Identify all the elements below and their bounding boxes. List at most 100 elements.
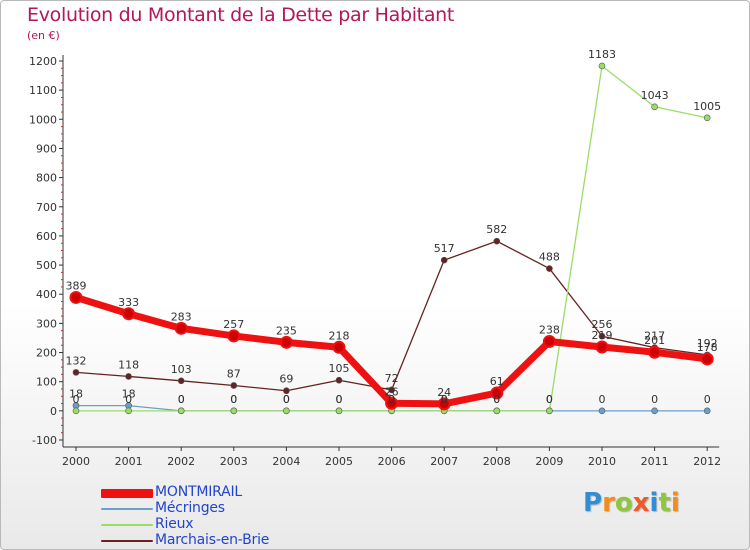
data-point xyxy=(174,321,188,335)
legend-swatch xyxy=(101,489,153,498)
data-point xyxy=(335,407,343,415)
data-point xyxy=(72,369,80,376)
data-label: 118 xyxy=(118,358,139,371)
data-point xyxy=(598,62,606,70)
data-label: 0 xyxy=(493,393,500,406)
data-label: 0 xyxy=(599,393,606,406)
data-label: 219 xyxy=(592,329,613,342)
x-tick-label: 2011 xyxy=(641,455,669,468)
data-label: 0 xyxy=(336,393,343,406)
data-point xyxy=(595,340,609,354)
logo-letter: i xyxy=(670,488,680,518)
data-point xyxy=(227,329,241,343)
data-point xyxy=(493,407,501,415)
data-point xyxy=(490,386,504,400)
y-tick-label: -100 xyxy=(32,434,57,447)
data-point xyxy=(335,376,343,384)
legend-swatch xyxy=(101,540,153,542)
data-label: 256 xyxy=(592,318,613,331)
data-point xyxy=(388,386,395,394)
data-point xyxy=(230,407,238,415)
data-label: 1043 xyxy=(641,89,669,102)
data-label: 0 xyxy=(125,393,132,406)
y-tick-label: 800 xyxy=(36,172,57,185)
data-label: 201 xyxy=(644,334,665,347)
data-label: 0 xyxy=(651,393,658,406)
x-tick-label: 2006 xyxy=(378,455,406,468)
data-label: 0 xyxy=(546,393,553,406)
y-tick-label: 1200 xyxy=(29,55,57,68)
y-tick-label: 200 xyxy=(36,347,57,360)
logo-letter: t xyxy=(658,488,671,518)
x-tick-label: 2003 xyxy=(220,455,248,468)
logo-letter: o xyxy=(614,488,633,518)
data-label: 333 xyxy=(118,296,139,309)
x-tick-label: 2007 xyxy=(430,455,458,468)
x-tick-label: 2012 xyxy=(693,455,721,468)
data-point xyxy=(598,332,606,340)
data-label: 72 xyxy=(385,372,399,385)
data-label: 0 xyxy=(388,393,395,406)
data-point xyxy=(546,407,553,415)
y-tick-label: 1000 xyxy=(29,113,57,126)
data-point xyxy=(546,265,553,272)
data-label: 235 xyxy=(276,324,297,337)
data-label: 0 xyxy=(230,393,237,406)
data-point xyxy=(283,387,290,395)
data-point xyxy=(177,407,185,415)
logo-letter: i xyxy=(649,488,659,518)
legend-swatch xyxy=(101,524,153,526)
data-point xyxy=(703,407,711,415)
data-label: 103 xyxy=(171,363,192,376)
data-label: 257 xyxy=(223,318,244,331)
y-tick-label: 1100 xyxy=(29,84,57,97)
legend-label: Marchais-en-Brie xyxy=(155,532,270,548)
data-point xyxy=(332,340,346,354)
x-tick-label: 2005 xyxy=(325,455,353,468)
proxiti-logo: Proxiti xyxy=(583,488,680,518)
data-point xyxy=(69,290,83,304)
x-tick-label: 2010 xyxy=(588,455,616,468)
logo-letter: P xyxy=(583,488,603,518)
data-point xyxy=(122,307,136,321)
data-label: 87 xyxy=(227,367,241,380)
y-tick-label: 700 xyxy=(36,201,57,214)
logo-letter: r xyxy=(602,488,615,518)
data-point xyxy=(440,256,448,264)
data-label: 283 xyxy=(171,310,192,323)
data-label: 488 xyxy=(539,251,560,264)
data-label: 18 xyxy=(69,388,83,401)
legend-label: Mécringes xyxy=(155,500,225,516)
data-label: 517 xyxy=(434,242,455,255)
data-point xyxy=(493,237,501,245)
data-label: 0 xyxy=(230,393,237,406)
series-line-2 xyxy=(75,65,708,412)
data-label: 0 xyxy=(546,393,553,406)
data-label: 0 xyxy=(704,393,711,406)
data-label: 24 xyxy=(437,386,451,399)
x-tick-label: 2009 xyxy=(535,455,563,468)
data-point xyxy=(283,407,290,415)
y-tick-label: 500 xyxy=(36,259,57,272)
chart-title: Evolution du Montant de la Dette par Hab… xyxy=(27,4,455,26)
data-label: 0 xyxy=(283,393,290,406)
x-tick-label: 2000 xyxy=(62,455,90,468)
data-point xyxy=(651,103,658,111)
data-label: 0 xyxy=(336,393,343,406)
data-label: 26 xyxy=(385,385,399,398)
y-tick-label: 100 xyxy=(36,376,57,389)
legend-label: Rieux xyxy=(155,516,194,532)
data-point xyxy=(598,407,606,415)
y-tick-label: 900 xyxy=(36,142,57,155)
data-label: 18 xyxy=(122,388,136,401)
x-tick-label: 2002 xyxy=(167,455,195,468)
data-label: 0 xyxy=(73,393,80,406)
data-label: 178 xyxy=(697,341,718,354)
data-label: 218 xyxy=(329,329,350,342)
data-label: 105 xyxy=(329,362,350,375)
data-point xyxy=(700,352,714,366)
data-label: 238 xyxy=(539,323,560,336)
data-point xyxy=(648,345,662,359)
data-point xyxy=(651,407,658,415)
